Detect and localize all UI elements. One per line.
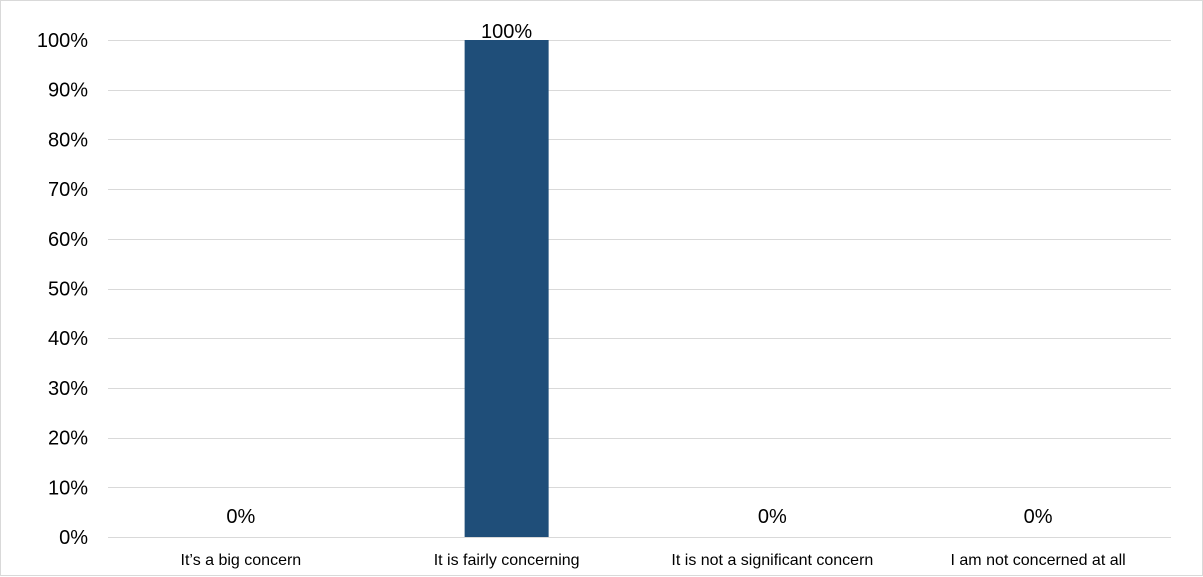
data-label: 0% bbox=[1024, 506, 1053, 528]
y-tick-label: 0% bbox=[59, 527, 88, 549]
y-tick-label: 50% bbox=[48, 279, 88, 301]
bars bbox=[464, 40, 549, 537]
data-label: 0% bbox=[226, 506, 255, 528]
y-tick-label: 10% bbox=[48, 477, 88, 499]
y-axis-tick-labels: 0% 10% 20% 30% 40% 50% 60% 70% 80% 90% 100% bbox=[37, 30, 88, 549]
y-tick-label: 80% bbox=[48, 129, 88, 151]
x-tick-label: It is not a significant concern bbox=[671, 552, 873, 569]
data-label: 0% bbox=[758, 506, 787, 528]
y-tick-label: 20% bbox=[48, 428, 88, 450]
x-tick-label: I am not concerned at all bbox=[951, 552, 1126, 569]
x-tick-label: It is fairly concerning bbox=[434, 552, 580, 569]
y-tick-label: 40% bbox=[48, 328, 88, 350]
gridlines bbox=[108, 40, 1171, 488]
y-tick-label: 100% bbox=[37, 30, 88, 52]
y-tick-label: 60% bbox=[48, 229, 88, 251]
bar bbox=[464, 40, 549, 537]
y-tick-label: 30% bbox=[48, 378, 88, 400]
x-tick-label: It’s a big concern bbox=[181, 552, 302, 569]
y-tick-label: 90% bbox=[48, 80, 88, 102]
data-label: 100% bbox=[481, 21, 532, 43]
data-labels: 0% 100% 0% 0% bbox=[226, 21, 1052, 528]
y-tick-label: 70% bbox=[48, 179, 88, 201]
x-axis-tick-labels: It’s a big concern It is fairly concernin… bbox=[181, 552, 1126, 569]
